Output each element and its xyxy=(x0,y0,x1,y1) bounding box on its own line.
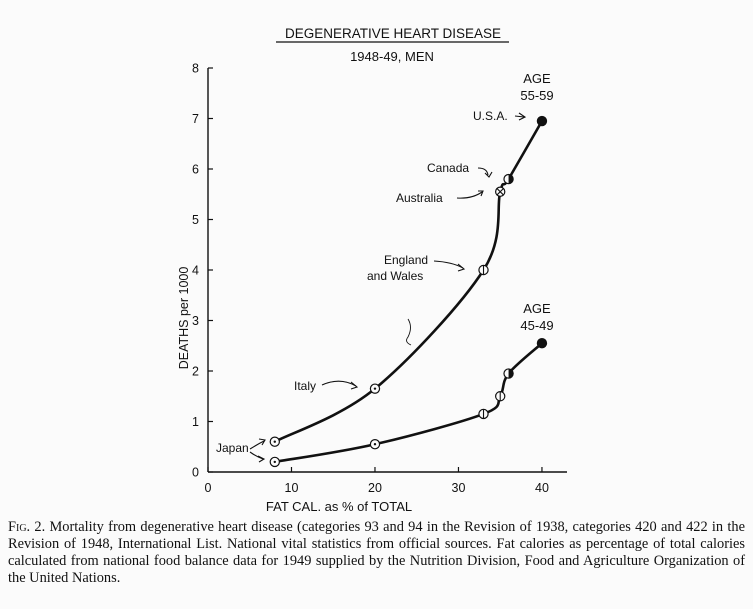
annotation-japan: Japan xyxy=(216,441,249,455)
annotation-england: England xyxy=(384,253,428,267)
series-label-age-55-59-line2: 55-59 xyxy=(520,88,553,103)
x-tick-label: 0 xyxy=(205,481,212,495)
y-tick-label: 5 xyxy=(192,213,199,227)
point-marker-dot xyxy=(373,443,377,446)
smudge-mark xyxy=(406,318,412,346)
chart-subtitle: 1948-49, MEN xyxy=(350,49,434,64)
point-marker-dot xyxy=(373,387,377,390)
figure-caption: Fig. 2. Mortality from degenerative hear… xyxy=(8,519,745,587)
x-tick-label: 20 xyxy=(368,481,382,495)
data-point xyxy=(503,368,514,379)
point-marker-cross xyxy=(496,188,504,196)
chart: DEGENERATIVE HEART DISEASE 1948-49, MEN … xyxy=(177,26,567,514)
data-point xyxy=(503,173,514,185)
series-label-age-55-59-line1: AGE xyxy=(523,71,551,86)
leader-england-arrowhead xyxy=(457,263,466,272)
leader-australia xyxy=(456,191,483,199)
annotation-canada: Canada xyxy=(427,161,469,175)
leader-japan-lower-arrowhead xyxy=(257,455,266,463)
point-marker-dot xyxy=(273,460,276,464)
data-point xyxy=(495,391,506,402)
point-marker-dot xyxy=(273,440,276,443)
leader-australia-arrowhead xyxy=(478,190,484,197)
data-point xyxy=(478,264,489,276)
y-tick-label: 7 xyxy=(192,112,199,126)
y-tick-label: 0 xyxy=(192,466,199,480)
data-point xyxy=(495,186,506,197)
y-axis-label: DEATHS per 1000 xyxy=(177,267,191,370)
data-point xyxy=(269,456,280,468)
series-label-age-45-49-line1: AGE xyxy=(523,301,551,316)
leader-japan-lower xyxy=(249,451,264,460)
y-tick-label: 1 xyxy=(192,415,199,429)
x-tick-label: 10 xyxy=(285,481,299,495)
figure-caption-text: Mortality from degenerative heart diseas… xyxy=(8,519,745,586)
y-tick-label: 6 xyxy=(192,163,199,177)
leader-italy-arrowhead xyxy=(350,381,359,390)
series-label-age-45-49-line2: 45-49 xyxy=(520,318,553,333)
y-tick-label: 3 xyxy=(192,314,199,328)
leader-japan-upper-arrowhead xyxy=(258,438,266,446)
leader-italy xyxy=(321,380,357,387)
point-marker xyxy=(536,338,548,349)
chart-title: DEGENERATIVE HEART DISEASE xyxy=(285,26,501,41)
annotation-usa: U.S.A. xyxy=(473,109,508,123)
annotation-australia: Australia xyxy=(396,191,443,205)
leader-usa-arrowhead xyxy=(518,112,527,121)
annotation-italy: Italy xyxy=(294,379,316,393)
y-tick-label: 8 xyxy=(192,62,199,76)
leader-canada-arrowhead xyxy=(484,171,493,178)
data-point xyxy=(369,383,381,394)
figure-caption-label: Fig. 2. xyxy=(8,519,46,535)
y-tick-label: 4 xyxy=(192,264,199,278)
y-tick-label: 2 xyxy=(192,365,199,379)
data-point xyxy=(369,439,381,450)
leader-usa xyxy=(514,115,525,118)
x-axis-label: FAT CAL. as % of TOTAL xyxy=(266,499,412,514)
data-point xyxy=(478,408,489,420)
leader-japan-upper xyxy=(249,440,265,450)
point-marker-half xyxy=(508,174,514,184)
point-marker-half xyxy=(508,368,514,379)
x-tick-label: 40 xyxy=(535,481,549,495)
data-point xyxy=(536,338,548,349)
leader-canada xyxy=(477,167,489,176)
data-point xyxy=(269,436,280,447)
x-tick-label: 30 xyxy=(452,481,466,495)
data-point xyxy=(536,115,548,127)
annotation-and-wales: and Wales xyxy=(367,269,423,283)
point-marker xyxy=(536,115,548,127)
series-curve-1 xyxy=(273,341,544,464)
